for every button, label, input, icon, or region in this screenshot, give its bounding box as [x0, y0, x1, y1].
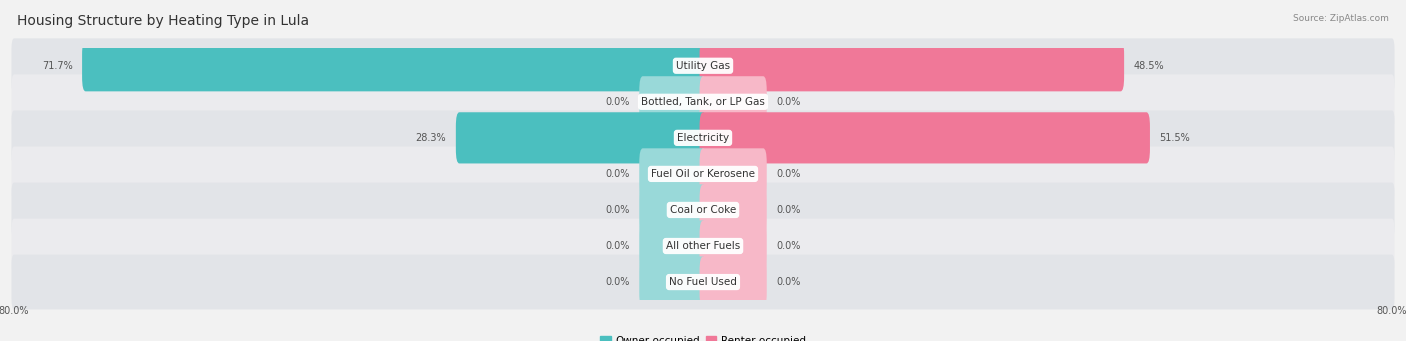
FancyBboxPatch shape [700, 256, 766, 308]
Text: 0.0%: 0.0% [606, 205, 630, 215]
FancyBboxPatch shape [82, 40, 706, 91]
Text: No Fuel Used: No Fuel Used [669, 277, 737, 287]
FancyBboxPatch shape [11, 255, 1395, 309]
Text: Bottled, Tank, or LP Gas: Bottled, Tank, or LP Gas [641, 97, 765, 107]
FancyBboxPatch shape [640, 184, 706, 236]
Text: 0.0%: 0.0% [606, 97, 630, 107]
FancyBboxPatch shape [11, 74, 1395, 129]
FancyBboxPatch shape [456, 112, 706, 163]
FancyBboxPatch shape [640, 76, 706, 128]
Text: All other Fuels: All other Fuels [666, 241, 740, 251]
FancyBboxPatch shape [640, 220, 706, 271]
Text: Fuel Oil or Kerosene: Fuel Oil or Kerosene [651, 169, 755, 179]
FancyBboxPatch shape [640, 148, 706, 199]
Text: 0.0%: 0.0% [776, 205, 800, 215]
Text: 0.0%: 0.0% [606, 241, 630, 251]
Legend: Owner-occupied, Renter-occupied: Owner-occupied, Renter-occupied [596, 332, 810, 341]
Text: 0.0%: 0.0% [606, 277, 630, 287]
Text: 0.0%: 0.0% [776, 277, 800, 287]
FancyBboxPatch shape [11, 110, 1395, 165]
FancyBboxPatch shape [700, 40, 1125, 91]
FancyBboxPatch shape [11, 147, 1395, 201]
Text: 71.7%: 71.7% [42, 61, 73, 71]
Text: 0.0%: 0.0% [776, 97, 800, 107]
FancyBboxPatch shape [700, 148, 766, 199]
Text: Source: ZipAtlas.com: Source: ZipAtlas.com [1294, 14, 1389, 23]
Text: Coal or Coke: Coal or Coke [669, 205, 737, 215]
FancyBboxPatch shape [640, 256, 706, 308]
Text: 28.3%: 28.3% [416, 133, 446, 143]
FancyBboxPatch shape [11, 182, 1395, 237]
Text: Housing Structure by Heating Type in Lula: Housing Structure by Heating Type in Lul… [17, 14, 309, 28]
FancyBboxPatch shape [700, 76, 766, 128]
FancyBboxPatch shape [11, 39, 1395, 93]
Text: 0.0%: 0.0% [606, 169, 630, 179]
Text: 51.5%: 51.5% [1160, 133, 1189, 143]
Text: Electricity: Electricity [676, 133, 730, 143]
FancyBboxPatch shape [700, 220, 766, 271]
Text: Utility Gas: Utility Gas [676, 61, 730, 71]
Text: 0.0%: 0.0% [776, 241, 800, 251]
Text: 0.0%: 0.0% [776, 169, 800, 179]
FancyBboxPatch shape [700, 184, 766, 236]
FancyBboxPatch shape [11, 219, 1395, 273]
FancyBboxPatch shape [700, 112, 1150, 163]
Text: 48.5%: 48.5% [1133, 61, 1164, 71]
